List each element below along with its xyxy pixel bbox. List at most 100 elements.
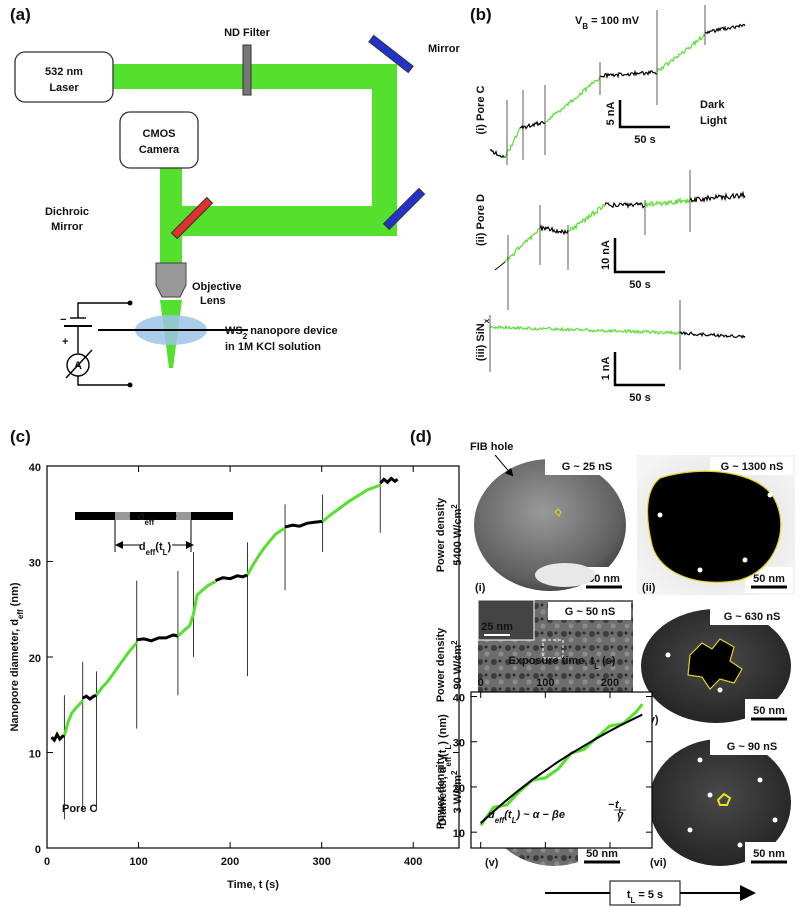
zoom-scale-label: 25 nm: [481, 621, 513, 633]
objective: [155, 262, 187, 298]
schematic-label-part: d: [139, 541, 146, 553]
schematic-gap: [176, 512, 191, 520]
y-tick-label: 40: [29, 462, 41, 474]
exposure-box: [609, 880, 681, 906]
device-label-part: nanopore device: [247, 325, 337, 337]
series-line: [214, 573, 249, 582]
x-tick-label: 100: [536, 677, 554, 689]
polarity: −: [60, 314, 66, 326]
inset-y-label-part: ) (nm): [437, 714, 449, 745]
trace-label-part: (iii) SiN: [475, 323, 487, 361]
y-axis-label-part: Nanopore diameter, d: [9, 619, 21, 731]
nd-filter: [242, 44, 252, 96]
x-tick-label: 0: [478, 677, 484, 689]
ammeter-arrow: [65, 349, 93, 379]
scale-bar: [613, 238, 665, 274]
y-tick-label: 10: [29, 749, 41, 761]
trace-label: (i) Pore C: [475, 86, 487, 135]
trace-label: (iii) SiNx: [475, 318, 491, 361]
optics: [14, 34, 426, 388]
image-label: (vi): [650, 857, 667, 869]
trace: [656, 33, 706, 73]
bias-label-part: = 100 mV: [588, 15, 640, 27]
schematic-label-part: eff: [145, 518, 155, 527]
inset-y-label: Diameter, deff(tL) (nm): [437, 714, 453, 826]
trace: [504, 228, 541, 263]
plot-frame: [46, 465, 460, 849]
laser-box: [14, 51, 114, 103]
x-tick-label: 100: [129, 856, 147, 868]
objective-label: Lens: [200, 295, 226, 307]
dichroic-mirror: [170, 196, 214, 240]
series-line: [136, 633, 179, 643]
schematic-label-part: L: [163, 548, 168, 557]
zoom-inset: [477, 599, 535, 641]
y-tick-label: 30: [29, 558, 41, 570]
trace: [489, 324, 681, 336]
pore-label: Pore C: [62, 803, 98, 815]
formula-part: d: [488, 809, 495, 821]
scale-x-label: 50 s: [634, 134, 655, 146]
row-label: Power density: [435, 497, 447, 572]
trace: [489, 148, 506, 158]
micrograph: [474, 459, 626, 591]
particle: [767, 492, 773, 498]
zoom-box: [542, 639, 564, 659]
ammeter-label: A: [74, 360, 82, 372]
panel-label: (d): [410, 427, 432, 446]
inset-y-label-part: eff: [444, 757, 453, 767]
exposure-label-part: = 5 s: [635, 889, 663, 901]
conductance-label: G ~ 1300 nS: [721, 461, 784, 473]
trace-label: (ii) Pore D: [475, 194, 487, 246]
series-line: [95, 641, 138, 697]
trace: [644, 197, 691, 209]
trace: [689, 190, 746, 203]
exposure-label-part: L: [631, 896, 636, 905]
row-label-part: 2: [450, 770, 459, 775]
objective-label: Objective: [192, 281, 242, 293]
trace: [567, 203, 606, 233]
scale-bar: [613, 352, 665, 387]
camera-label: CMOS: [143, 128, 176, 140]
particle: [657, 512, 663, 518]
trace: [539, 224, 569, 236]
trace-label-part: x: [482, 318, 491, 323]
trace: [604, 201, 646, 210]
series-line: [50, 731, 66, 743]
row-label-part: 3 W/cm: [452, 775, 464, 814]
series-line: [321, 483, 381, 523]
particle: [717, 687, 723, 693]
particle: [687, 827, 693, 833]
conductance-label: G ~ 50 nS: [565, 606, 615, 618]
scale-bar: [618, 100, 670, 129]
schematic-gap: [115, 512, 130, 520]
y-tick-label: 30: [453, 738, 465, 750]
row-label: Power density: [435, 754, 447, 829]
schematic-label-part: d: [138, 511, 145, 523]
fib-label: FIB hole: [470, 441, 513, 453]
series-line: [379, 476, 399, 485]
scale-label: 50 nm: [588, 573, 620, 585]
scale-label: 50 nm: [753, 573, 785, 585]
laser-label: 532 nm: [45, 66, 83, 78]
schematic-bar: [75, 512, 233, 520]
nd-filter-label: ND Filter: [224, 27, 271, 39]
row-label-part: 2: [450, 640, 459, 645]
particle: [697, 567, 703, 573]
formula-part: ) ~ α − βe: [515, 809, 565, 821]
laser-label: Laser: [49, 82, 79, 94]
bright-region: [535, 563, 595, 587]
schematic-label-part: eff: [146, 548, 156, 557]
y-tick-label: 20: [29, 653, 41, 665]
row-label-part: 2: [450, 504, 459, 509]
series-line: [176, 580, 217, 638]
image-label: (ii): [642, 582, 656, 594]
exposure-label-part: t: [627, 889, 631, 901]
conductance-box: [710, 457, 793, 475]
panel-label: (b): [470, 5, 492, 24]
inset-y-label-part: Diameter, d: [437, 767, 449, 826]
x-tick-label: 300: [312, 856, 330, 868]
particle: [742, 557, 748, 563]
schematic-label: deff(tL): [139, 541, 172, 557]
wire: [77, 302, 130, 318]
